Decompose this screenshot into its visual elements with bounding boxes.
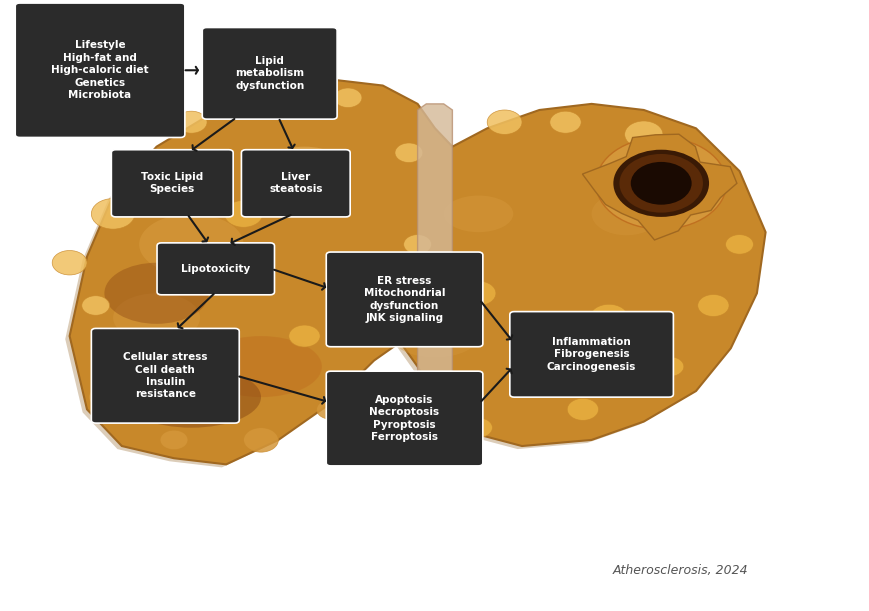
Circle shape <box>461 281 495 306</box>
Text: Lipid
metabolism
dysfunction: Lipid metabolism dysfunction <box>235 56 304 90</box>
Ellipse shape <box>391 315 478 357</box>
Circle shape <box>82 296 109 315</box>
Text: Inflammation
Fibrogenesis
Carcinogenesis: Inflammation Fibrogenesis Carcinogenesis <box>547 337 635 371</box>
Polygon shape <box>581 134 736 240</box>
Circle shape <box>349 404 381 426</box>
FancyBboxPatch shape <box>326 252 482 347</box>
Text: Toxic Lipid
Species: Toxic Lipid Species <box>141 172 203 194</box>
Ellipse shape <box>513 247 617 302</box>
Circle shape <box>243 428 278 452</box>
Circle shape <box>680 172 711 194</box>
Ellipse shape <box>122 367 261 428</box>
Ellipse shape <box>443 196 513 232</box>
Circle shape <box>619 154 702 213</box>
FancyBboxPatch shape <box>156 243 275 295</box>
Circle shape <box>403 235 431 254</box>
Circle shape <box>655 357 683 376</box>
Circle shape <box>136 340 177 369</box>
Circle shape <box>697 295 728 316</box>
Circle shape <box>334 88 362 108</box>
Text: Lipotoxicity: Lipotoxicity <box>181 264 250 274</box>
Circle shape <box>261 92 295 116</box>
Circle shape <box>52 251 87 275</box>
Circle shape <box>523 343 554 365</box>
Circle shape <box>725 235 753 254</box>
Text: Atherosclerosis, 2024: Atherosclerosis, 2024 <box>612 565 747 577</box>
Text: Liver
steatosis: Liver steatosis <box>269 172 322 194</box>
Circle shape <box>176 111 207 133</box>
Circle shape <box>395 143 422 163</box>
Circle shape <box>160 430 188 450</box>
Text: Apoptosis
Necroptosis
Pyroptosis
Ferroptosis: Apoptosis Necroptosis Pyroptosis Ferropt… <box>369 395 439 442</box>
Text: ER stress
Mitochondrial
dysfunction
JNK signaling: ER stress Mitochondrial dysfunction JNK … <box>363 276 445 323</box>
Ellipse shape <box>591 192 660 235</box>
Circle shape <box>464 418 492 437</box>
FancyBboxPatch shape <box>242 150 349 217</box>
Circle shape <box>224 200 262 227</box>
FancyBboxPatch shape <box>202 27 337 119</box>
Circle shape <box>316 400 344 419</box>
FancyBboxPatch shape <box>326 371 482 466</box>
Ellipse shape <box>139 214 243 275</box>
Text: Cellular stress
Cell death
Insulin
resistance: Cellular stress Cell death Insulin resis… <box>123 352 208 400</box>
Circle shape <box>630 162 691 205</box>
Circle shape <box>487 110 521 134</box>
Circle shape <box>613 150 708 217</box>
Polygon shape <box>417 104 452 403</box>
Circle shape <box>129 152 167 178</box>
Circle shape <box>567 398 598 420</box>
Ellipse shape <box>113 293 200 342</box>
Circle shape <box>91 199 135 229</box>
FancyBboxPatch shape <box>16 3 185 137</box>
Ellipse shape <box>200 336 322 397</box>
Circle shape <box>595 137 726 229</box>
Circle shape <box>210 258 259 292</box>
Circle shape <box>89 386 120 408</box>
Ellipse shape <box>261 147 348 196</box>
Circle shape <box>549 111 580 133</box>
Polygon shape <box>70 79 765 464</box>
Circle shape <box>624 121 662 148</box>
Circle shape <box>636 166 685 200</box>
FancyBboxPatch shape <box>509 312 673 397</box>
Ellipse shape <box>104 263 209 324</box>
FancyBboxPatch shape <box>111 150 233 217</box>
Circle shape <box>589 304 627 331</box>
Text: Lifestyle
High-fat and
High-caloric diet
Genetics
Microbiota: Lifestyle High-fat and High-caloric diet… <box>51 40 149 100</box>
Polygon shape <box>65 82 760 467</box>
FancyBboxPatch shape <box>91 328 239 423</box>
Circle shape <box>289 325 320 347</box>
